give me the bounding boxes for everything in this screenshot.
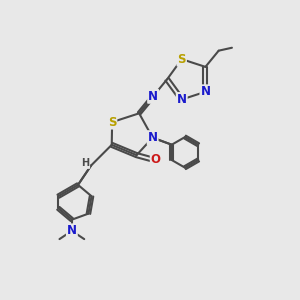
Text: N: N <box>148 131 158 144</box>
Text: N: N <box>148 90 158 103</box>
Text: N: N <box>67 224 77 237</box>
Text: O: O <box>151 153 161 166</box>
Text: N: N <box>200 85 210 98</box>
Text: S: S <box>178 53 186 66</box>
Text: H: H <box>81 158 89 168</box>
Text: N: N <box>177 93 187 106</box>
Text: S: S <box>108 116 116 129</box>
